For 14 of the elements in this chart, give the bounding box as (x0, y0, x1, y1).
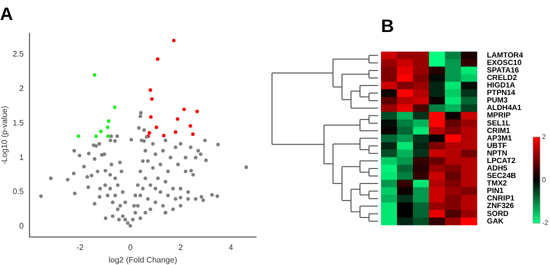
y-tick-label: 2.5 (12, 49, 24, 58)
y-tick-label: 2 (19, 84, 24, 93)
x-tick-label: -2 (76, 242, 84, 252)
x-tick-label: 4 (228, 242, 234, 252)
y-tick-label: 1.5 (12, 118, 24, 128)
x-tick-label: 2 (178, 242, 184, 252)
x-tick-label: 0 (128, 242, 134, 252)
y-axis-title: -Log10 (p-value) (0, 106, 10, 165)
x-axis-title: log2 (Fold Change) (108, 255, 178, 264)
y-tick-label: 1 (19, 152, 24, 162)
chart-title: A (0, 4, 13, 24)
y-tick-label: 0 (19, 222, 24, 231)
y-tick-label: 0.5 (12, 187, 24, 196)
chart-title: B (381, 16, 394, 36)
